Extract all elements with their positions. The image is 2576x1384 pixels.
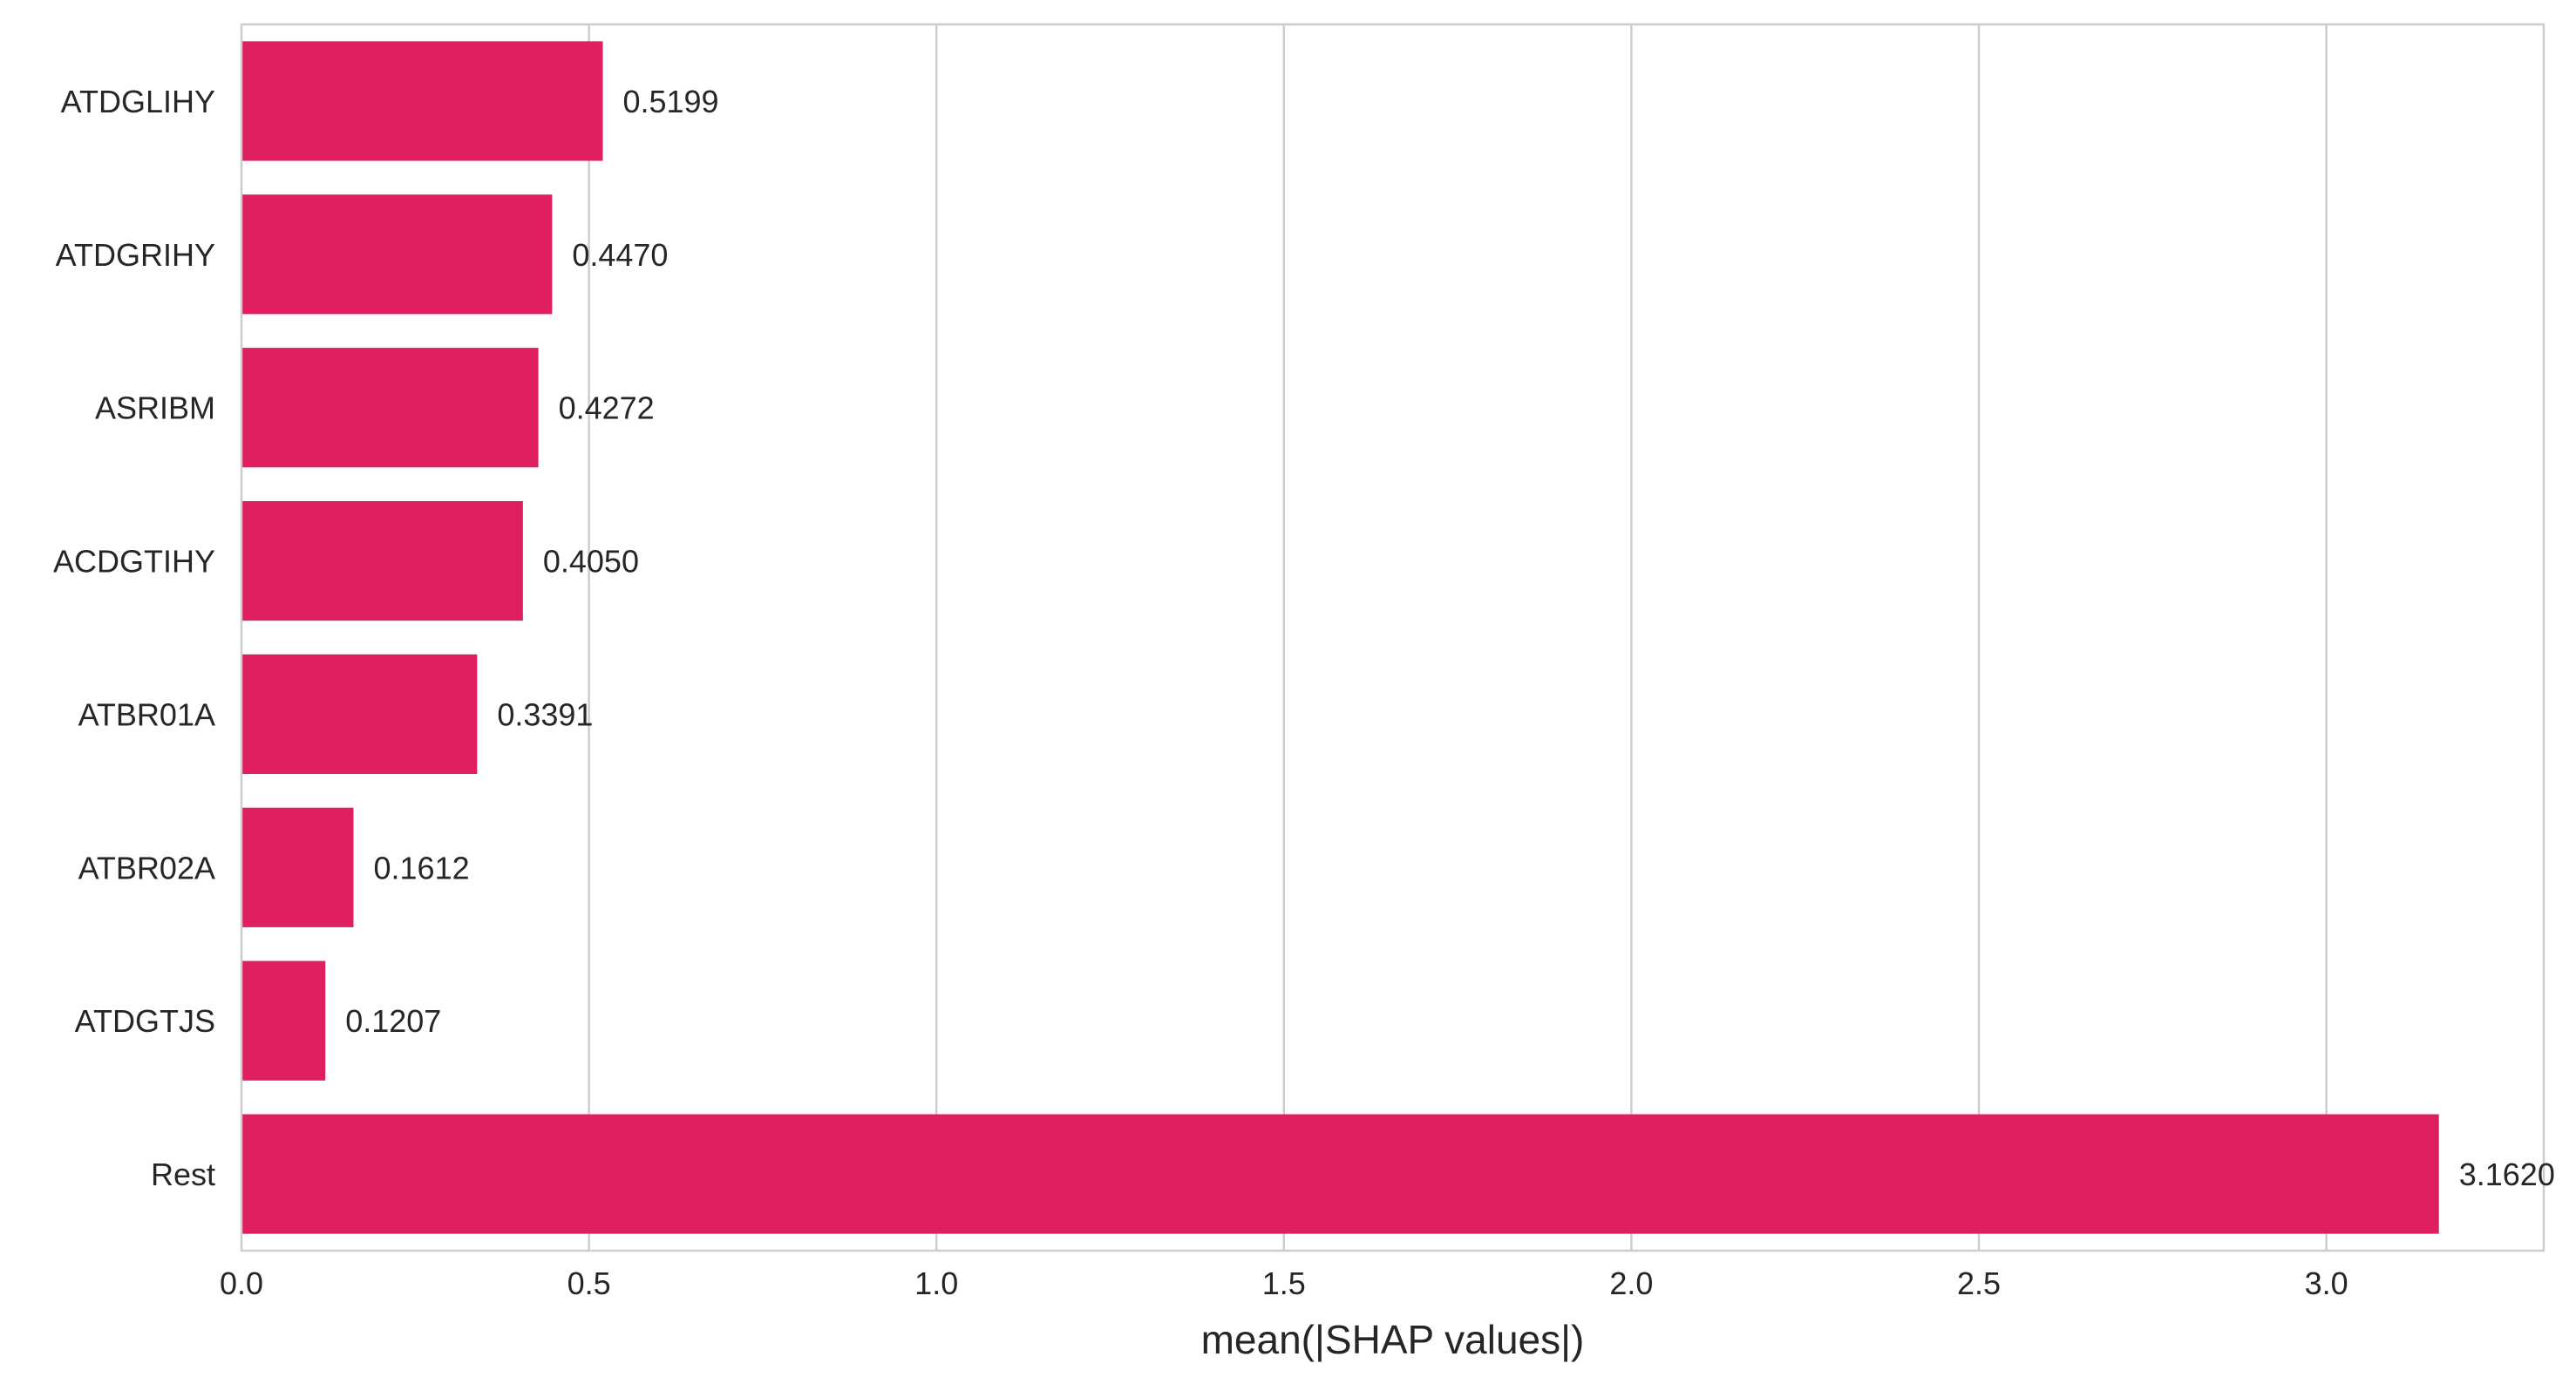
x-tick-label: 1.0 — [914, 1265, 958, 1301]
bar-value-label: 3.1620 — [2459, 1157, 2555, 1192]
category-label: ACDGTIHY — [53, 544, 215, 580]
category-label: ATDGTJS — [75, 1003, 215, 1039]
bars — [241, 41, 2439, 1234]
plot-frame — [240, 23, 2545, 1252]
category-label: ATDGLIHY — [61, 84, 215, 119]
bar — [241, 348, 539, 468]
category-label: ASRIBM — [95, 390, 215, 426]
bar — [241, 654, 478, 775]
bar-value-label: 0.1612 — [374, 850, 470, 885]
x-tick-label: 3.0 — [2305, 1265, 2348, 1301]
x-axis-title: mean(|SHAP values|) — [1201, 1317, 1585, 1362]
category-label: Rest — [151, 1157, 215, 1192]
x-tick-label: 0.5 — [568, 1265, 611, 1301]
bar-value-label: 0.5199 — [622, 84, 718, 119]
value-labels: 0.5199 0.4470 0.4272 0.4050 0.3391 0.1612 0.12… — [345, 84, 2555, 1192]
bar-value-label: 0.3391 — [497, 696, 593, 732]
bar — [241, 960, 326, 1081]
gridlines — [588, 24, 2328, 1251]
x-tick-labels: 0.0 0.5 1.0 1.5 2.0 2.5 3.0 — [220, 1265, 2348, 1301]
bar — [241, 41, 603, 161]
bar-value-label: 0.1207 — [345, 1003, 441, 1039]
category-label: ATBR01A — [78, 696, 215, 732]
x-tick-label: 2.5 — [1957, 1265, 2001, 1301]
x-tick-label: 1.5 — [1262, 1265, 1306, 1301]
bar-value-label: 0.4050 — [543, 544, 639, 580]
bar — [241, 1114, 2439, 1234]
bar — [241, 194, 553, 315]
bar — [241, 500, 523, 621]
category-label: ATBR02A — [78, 850, 215, 885]
x-tick-label: 2.0 — [1609, 1265, 1653, 1301]
category-label: ATDGRIHY — [56, 237, 215, 273]
bar-value-label: 0.4470 — [572, 237, 668, 273]
category-labels: ATDGLIHY ATDGRIHY ASRIBM ACDGTIHY ATBR01A ATB… — [53, 84, 215, 1192]
bar — [241, 807, 354, 927]
bar-value-label: 0.4272 — [559, 390, 655, 426]
x-tick-label: 0.0 — [220, 1265, 263, 1301]
